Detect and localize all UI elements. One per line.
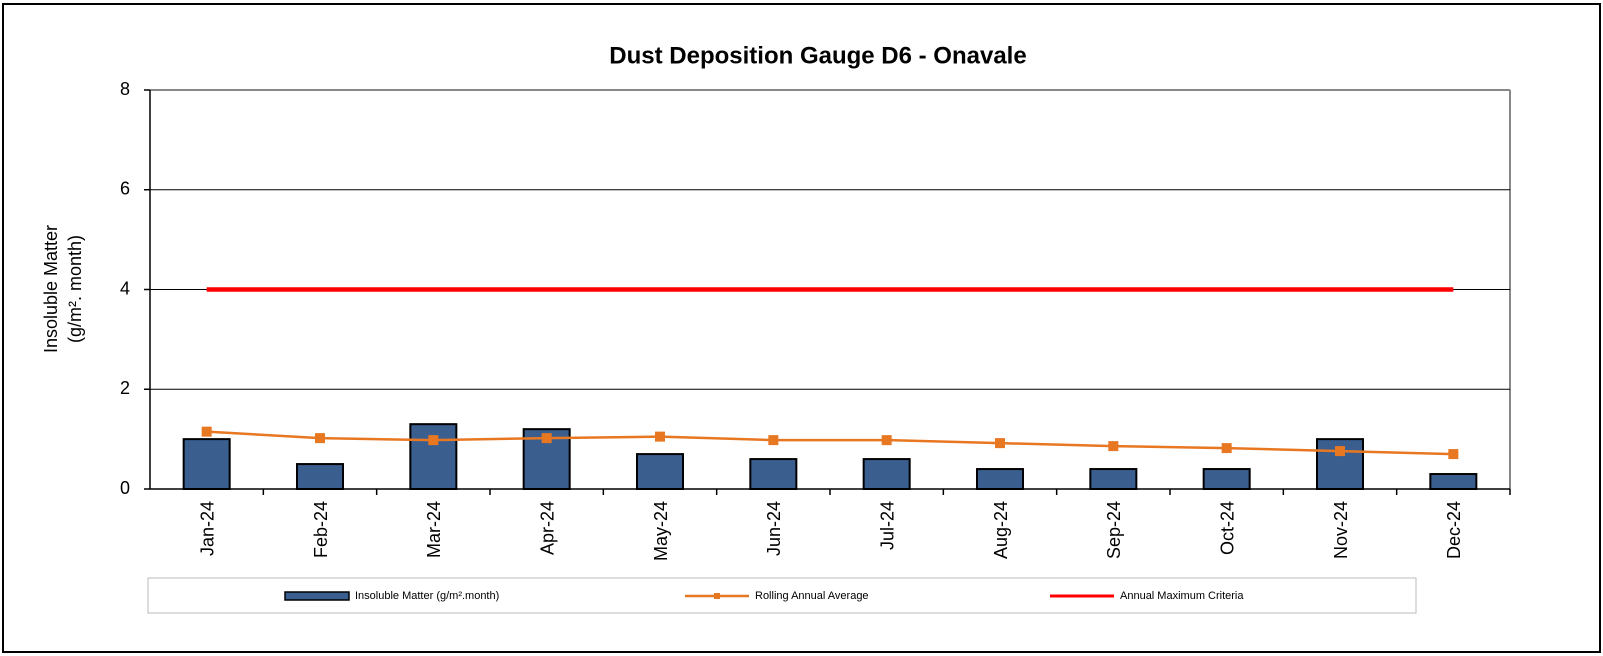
x-tick-label: Dec-24: [1444, 501, 1464, 559]
marker: [541, 433, 552, 444]
y-tick-label: 6: [120, 179, 130, 199]
y-tick-label: 2: [120, 378, 130, 398]
legend-marker: [714, 593, 720, 599]
marker: [655, 431, 665, 442]
bar: [862, 458, 911, 491]
marker: [881, 435, 892, 446]
legend-label: Insoluble Matter (g/m².month): [355, 590, 499, 602]
y-axis-label: Insoluble Matter: [41, 225, 61, 353]
x-tick-label: Mar-24: [424, 501, 444, 558]
marker: [1448, 449, 1459, 460]
y-axis-label: (g/m². month): [65, 235, 85, 343]
x-tick-label: Nov-24: [1331, 501, 1351, 559]
marker: [995, 438, 1005, 449]
marker: [1108, 441, 1119, 452]
legend: [147, 577, 1417, 614]
frame: [2, 3, 1601, 653]
bar: [976, 468, 1024, 490]
marker: [201, 426, 212, 437]
x-tick-label: Sep-24: [1104, 501, 1124, 559]
x-tick-label: Jun-24: [764, 501, 784, 556]
bar: [1202, 468, 1251, 490]
y-tick-label: 4: [120, 278, 130, 298]
bar: [182, 438, 231, 490]
x-tick-label: Jan-24: [197, 501, 217, 556]
bar: [1429, 473, 1478, 491]
marker: [768, 435, 779, 446]
marker: [315, 433, 325, 444]
y-tick-label: 8: [120, 79, 130, 99]
bar: [409, 423, 458, 491]
x-tick-label: Apr-24: [537, 501, 557, 555]
y-tick-label: 0: [120, 478, 130, 498]
x-tick-label: Jul-24: [877, 501, 897, 550]
x-tick-label: May-24: [651, 501, 671, 561]
legend-label: Annual Maximum Criteria: [1120, 590, 1244, 602]
chart-title: Dust Deposition Gauge D6 - Onavale: [609, 42, 1026, 69]
x-tick-label: Feb-24: [311, 501, 331, 558]
bar: [636, 453, 684, 490]
marker: [1221, 443, 1232, 454]
marker: [1335, 446, 1345, 457]
bar: [1089, 468, 1138, 490]
bar: [749, 458, 798, 491]
x-tick-label: Aug-24: [991, 501, 1011, 559]
bar: [296, 463, 344, 490]
legend-swatch: [284, 591, 350, 601]
x-tick-label: Oct-24: [1217, 501, 1237, 555]
line: [206, 430, 1454, 456]
marker: [428, 435, 439, 446]
legend-label: Rolling Annual Average: [755, 590, 869, 602]
